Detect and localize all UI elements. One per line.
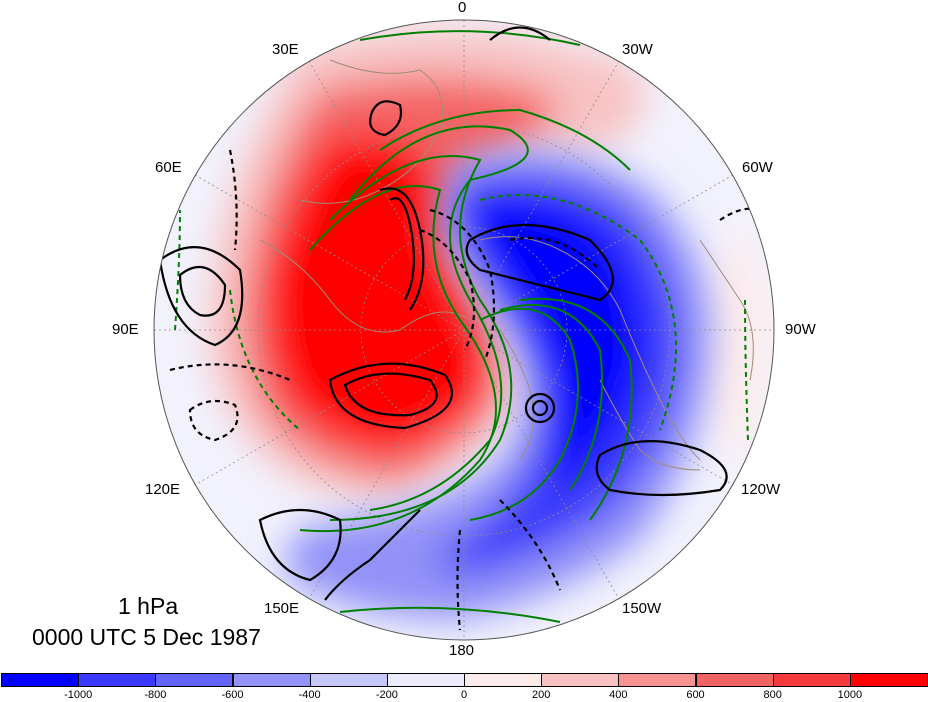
lon-label-120w: 120W xyxy=(741,481,781,498)
colorbar-swatch xyxy=(232,673,311,687)
colorbar-tick-label: 1000 xyxy=(837,689,863,701)
colorbar-tick-label: 0 xyxy=(460,689,468,701)
timestamp-label: 0000 UTC 5 Dec 1987 xyxy=(32,624,261,650)
lon-label-150e: 150E xyxy=(264,600,300,617)
lon-label-150w: 150W xyxy=(622,600,662,617)
lon-label-180: 180 xyxy=(449,642,475,659)
colorbar-swatch xyxy=(155,673,234,687)
colorbar-swatch xyxy=(618,673,697,687)
colorbar-swatch xyxy=(772,673,851,687)
lon-label-120e: 120E xyxy=(145,481,181,498)
lon-label-60w: 60W xyxy=(742,159,773,176)
colorbar-tick-label: -1000 xyxy=(64,689,93,701)
colorbar xyxy=(0,673,928,689)
graticule xyxy=(154,20,774,640)
colorbar-tick-label: -200 xyxy=(375,689,398,701)
lon-label-30w: 30W xyxy=(622,41,653,58)
colorbar-swatch xyxy=(695,673,774,687)
colorbar-tick-label: -600 xyxy=(221,689,244,701)
colorbar-swatch xyxy=(849,673,928,687)
lon-label-90w: 90W xyxy=(785,321,816,338)
colorbar-swatch xyxy=(309,673,388,687)
colorbar-tick-label: 600 xyxy=(686,689,705,701)
lon-label-30e: 30E xyxy=(272,41,299,58)
colorbar-tick-label: 400 xyxy=(609,689,628,701)
colorbar-swatch xyxy=(1,673,80,687)
colorbar-swatch xyxy=(541,673,620,687)
colorbar-swatch xyxy=(386,673,465,687)
colorbar-tick-label: 800 xyxy=(763,689,782,701)
lon-label-90e: 90E xyxy=(112,321,139,338)
green-contours xyxy=(174,30,749,623)
coastlines xyxy=(259,59,754,471)
pressure-level-label: 1 hPa xyxy=(118,593,179,619)
colorbar-swatch xyxy=(464,673,543,687)
colorbar-tick-label: -400 xyxy=(298,689,321,701)
colorbar-tick-label: -800 xyxy=(144,689,167,701)
map-boundary xyxy=(153,19,775,641)
black-contours xyxy=(158,26,771,631)
lon-label-0: 0 xyxy=(458,0,467,16)
colorbar-tick-label: 200 xyxy=(531,689,551,701)
lon-label-60e: 60E xyxy=(155,159,182,176)
colorbar-swatch xyxy=(78,673,157,687)
